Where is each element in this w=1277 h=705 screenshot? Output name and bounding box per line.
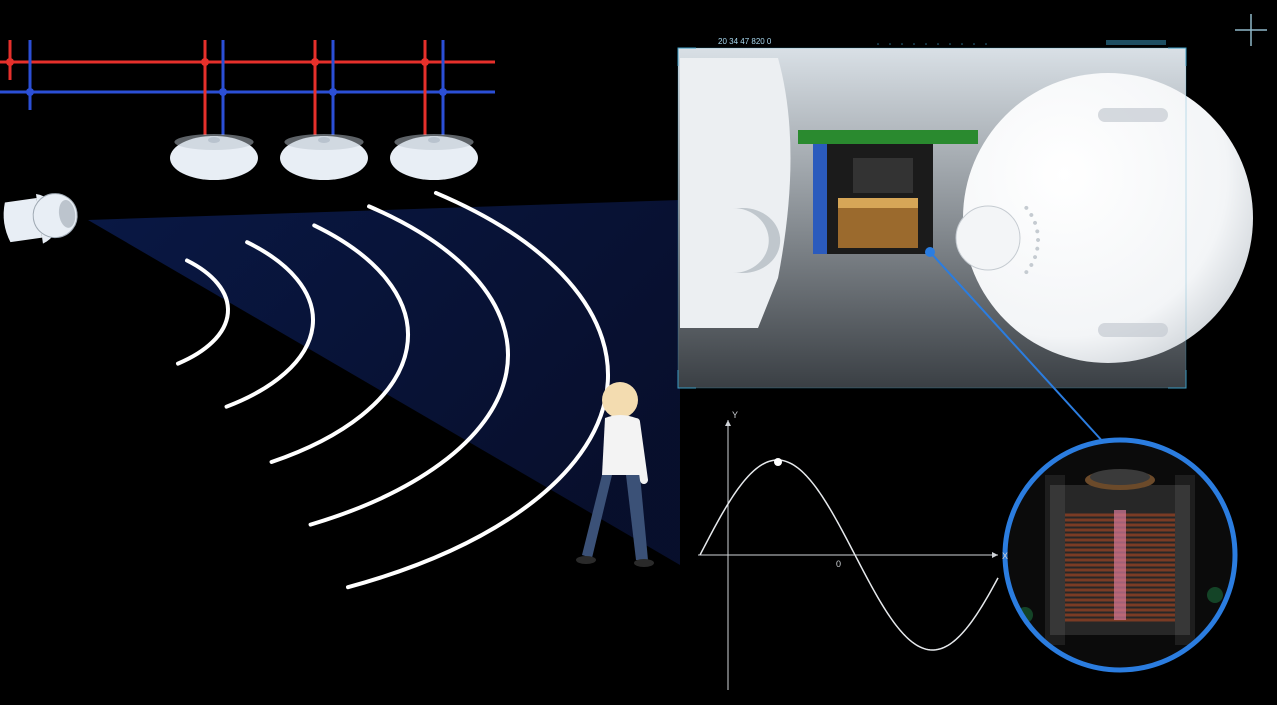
wire-junction-1 <box>26 88 34 96</box>
wire-junction-0 <box>6 58 14 66</box>
wall-motion-sensor <box>1 189 81 249</box>
sine-y-label: Y <box>732 410 738 420</box>
wire-junction-7 <box>439 88 447 96</box>
ceiling-sensor-0 <box>170 134 258 180</box>
wire-junction-3 <box>219 88 227 96</box>
wire-junction-6 <box>421 58 429 66</box>
wire-junction-2 <box>201 58 209 66</box>
sine-marker <box>774 458 782 466</box>
sine-x-label: X <box>1002 551 1008 561</box>
hud-readout: 20 34 47 820 0 <box>718 37 772 46</box>
wire-junction-4 <box>311 58 319 66</box>
ceiling-sensor-2 <box>390 134 478 180</box>
detection-cone <box>88 200 680 565</box>
sine-origin-label: 0 <box>836 559 841 569</box>
ceiling-sensor-1 <box>280 134 368 180</box>
cutaway-panel: 20 34 47 820 0 <box>678 37 1253 388</box>
wire-junction-5 <box>329 88 337 96</box>
diagram-stage: 20 34 47 820 0 X Y 0 <box>0 0 1277 705</box>
